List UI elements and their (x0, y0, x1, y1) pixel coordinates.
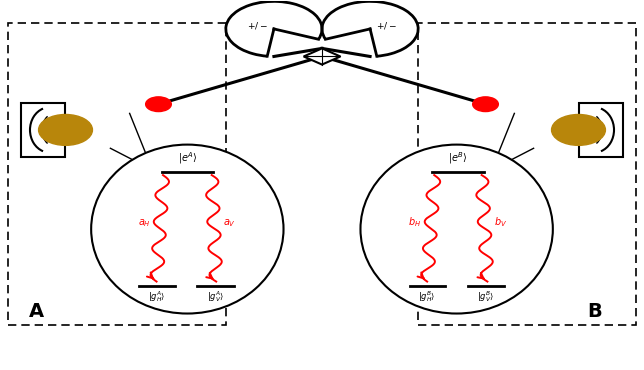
Circle shape (551, 114, 605, 145)
Circle shape (146, 97, 171, 112)
Text: $|e^B\rangle$: $|e^B\rangle$ (448, 151, 468, 167)
Bar (579, 103, 623, 157)
Text: $+/-$: $+/-$ (375, 20, 397, 31)
Polygon shape (304, 48, 340, 64)
Text: $b_H$: $b_H$ (408, 215, 422, 229)
Circle shape (473, 97, 498, 112)
Text: $|g_H^A\rangle$: $|g_H^A\rangle$ (148, 290, 166, 305)
Text: B: B (587, 302, 602, 321)
Text: $a_H$: $a_H$ (138, 218, 151, 229)
Circle shape (39, 114, 93, 145)
Text: $b_V$: $b_V$ (494, 215, 507, 229)
Ellipse shape (91, 145, 283, 313)
Text: A: A (29, 302, 44, 321)
Bar (8, 23, 226, 324)
Bar (418, 23, 636, 324)
Bar (21, 103, 65, 157)
Ellipse shape (361, 145, 553, 313)
Text: $+/-$: $+/-$ (247, 20, 269, 31)
Text: $|e^A\rangle$: $|e^A\rangle$ (178, 151, 197, 167)
Text: $|g_V^A\rangle$: $|g_V^A\rangle$ (207, 290, 224, 305)
Text: $a_V$: $a_V$ (223, 218, 236, 229)
Text: $|g_V^B\rangle$: $|g_V^B\rangle$ (477, 290, 495, 305)
Text: $|g_H^B\rangle$: $|g_H^B\rangle$ (419, 290, 436, 305)
